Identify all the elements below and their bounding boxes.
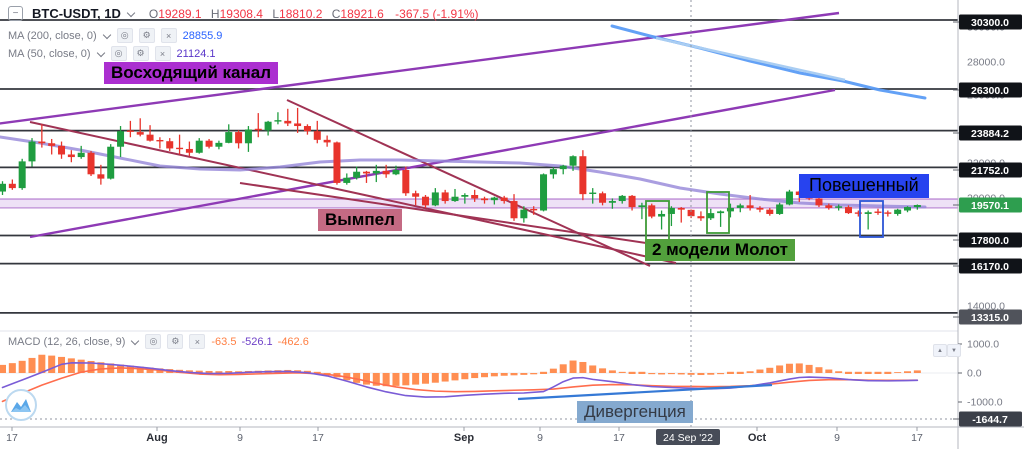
pane-up-button[interactable]: ▲ [933,344,947,357]
ma200-legend-row: MA (200, close, 0) ◎ ⚙ × 28855.9 [8,28,222,43]
svg-text:17800.0: 17800.0 [971,235,1009,247]
macd-hist-value: -63.5 [211,335,237,348]
broker-logo [5,389,37,421]
svg-text:30300.0: 30300.0 [971,17,1009,29]
close-icon[interactable]: × [189,334,206,349]
symbol-title[interactable]: BTC-USDT, 1D [32,6,121,21]
low-label: L [272,6,280,21]
annotation-pennant[interactable]: Вымпел [318,209,402,232]
svg-text:28000.0: 28000.0 [967,57,1005,69]
svg-text:1000.0: 1000.0 [967,339,999,351]
chevron-down-icon[interactable] [131,336,140,345]
low-value: 18810.2 [279,6,323,21]
macd-legend-row: MACD (12, 26, close, 9) ◎ ⚙ × -63.5 -526… [8,334,309,349]
svg-text:17: 17 [613,432,625,444]
chevron-down-icon[interactable] [126,8,136,17]
svg-text:13315.0: 13315.0 [971,312,1009,324]
ma50-legend-row: MA (50, close, 0) ◎ ⚙ × 21124.1 [8,46,216,61]
close-icon[interactable]: × [160,28,177,43]
ma50-value: 21124.1 [176,47,216,60]
high-label: H [210,6,220,21]
annotation-divergence[interactable]: Дивергенция [577,401,693,424]
svg-text:-1000.0: -1000.0 [967,397,1003,409]
svg-text:9: 9 [537,432,543,444]
svg-text:17: 17 [6,432,18,444]
ma200-value: 28855.9 [182,29,223,42]
svg-text:Oct: Oct [748,432,767,444]
svg-text:0.0: 0.0 [967,368,982,380]
mountain-chart-icon [11,399,31,412]
svg-text:Aug: Aug [146,432,167,444]
chevron-down-icon[interactable] [96,48,105,57]
svg-text:23884.2: 23884.2 [971,128,1009,140]
eye-icon[interactable]: ◎ [110,46,127,61]
change-value: -367.5 (-1.91%) [395,6,479,21]
eye-icon[interactable]: ◎ [116,28,133,43]
pane-down-button[interactable]: ▼ [947,344,961,357]
chevron-down-icon[interactable] [102,30,111,39]
svg-text:9: 9 [834,432,840,444]
open-label: O [148,6,159,21]
svg-text:16170.0: 16170.0 [971,261,1009,273]
settings-icon[interactable]: ⚙ [167,334,184,349]
svg-text:17: 17 [911,432,923,444]
annotation-hanging-man[interactable]: Повешенный [799,174,929,198]
high-value: 19308.4 [219,6,263,21]
open-value: 19289.1 [158,6,202,21]
svg-text:9: 9 [237,432,243,444]
annotation-hammer-models[interactable]: 2 модели Молот [645,239,795,262]
annotation-ascending-channel[interactable]: Восходящий канал [104,62,279,85]
close-value: 18921.6 [340,6,384,21]
svg-text:17: 17 [312,432,324,444]
ma200-label[interactable]: MA (200, close, 0) [8,29,97,42]
svg-text:19570.1: 19570.1 [971,200,1009,212]
svg-text:Sep: Sep [454,432,474,444]
close-label: C [331,6,341,21]
macd-line-value: -526.1 [241,335,273,348]
macd-signal-value: -462.6 [277,335,309,348]
settings-icon[interactable]: ⚙ [132,46,149,61]
svg-text:26300.0: 26300.0 [971,85,1009,97]
settings-icon[interactable]: ⚙ [138,28,155,43]
macd-label[interactable]: MACD (12, 26, close, 9) [8,335,126,348]
eye-icon[interactable]: ◎ [145,334,162,349]
svg-text:21752.0: 21752.0 [971,165,1009,177]
close-icon[interactable]: × [154,46,171,61]
ma50-label[interactable]: MA (50, close, 0) [8,47,91,60]
ohlc-values: O19289.1 H19308.4 L18810.2 C18921.6 -367… [149,7,479,21]
collapse-legend-icon[interactable]: − [8,6,23,21]
svg-text:24 Sep '22: 24 Sep '22 [663,432,713,444]
symbol-legend-row: − BTC-USDT, 1D O19289.1 H19308.4 L18810.… [8,6,479,21]
svg-text:-1644.7: -1644.7 [972,414,1008,426]
